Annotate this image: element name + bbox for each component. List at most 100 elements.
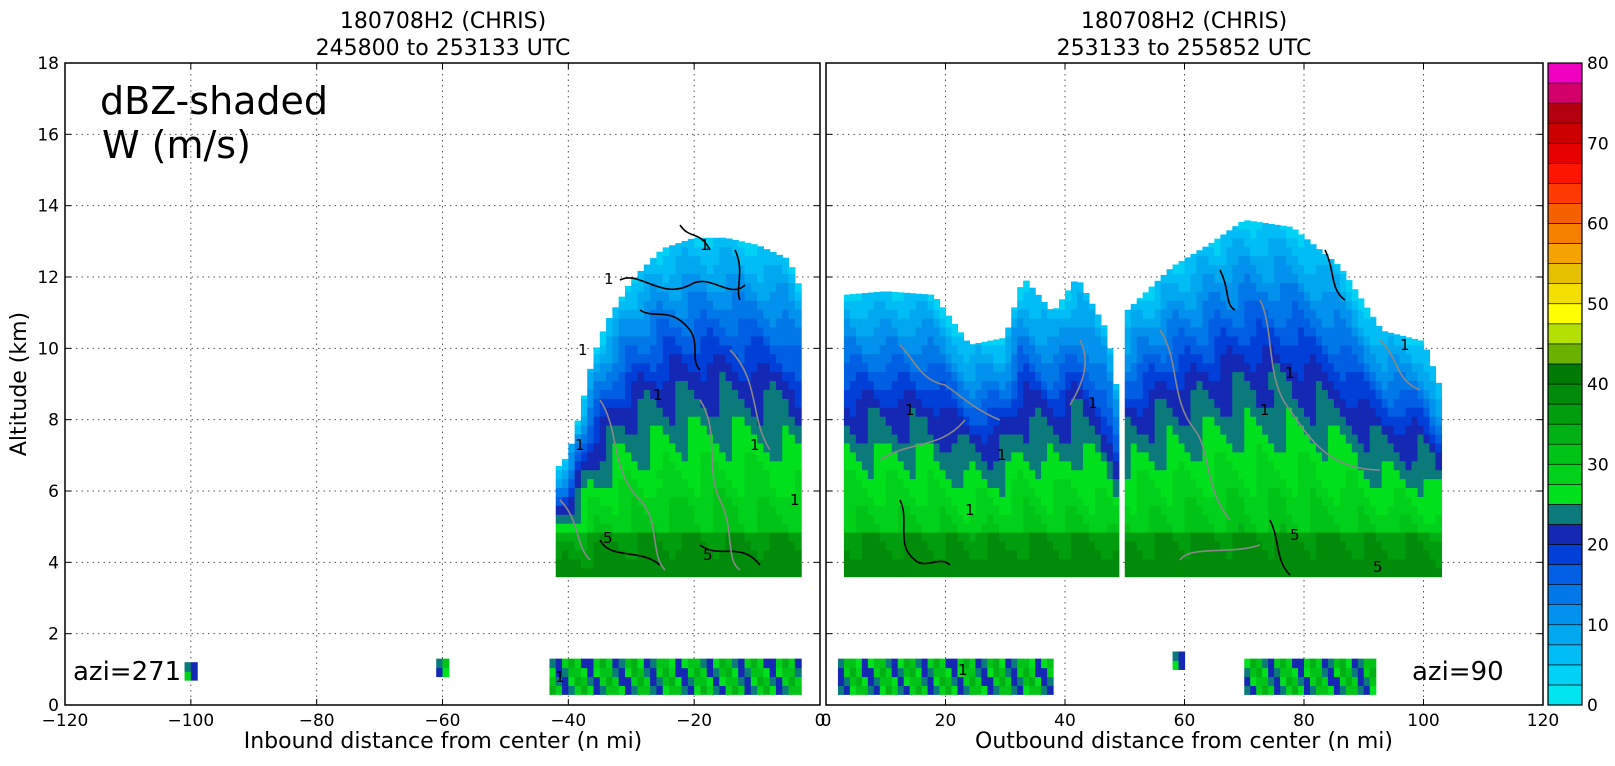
reflectivity-cell	[1334, 532, 1341, 542]
reflectivity-cell	[910, 452, 917, 462]
reflectivity-cell	[1035, 380, 1042, 390]
reflectivity-cell	[631, 291, 638, 301]
reflectivity-cell	[1155, 559, 1162, 569]
reflectivity-cell	[969, 443, 976, 453]
reflectivity-cell	[789, 559, 796, 569]
low-level-echo-cell	[1322, 685, 1329, 695]
reflectivity-cell	[1232, 425, 1239, 435]
reflectivity-cell	[934, 300, 941, 310]
reflectivity-cell	[844, 452, 851, 462]
reflectivity-cell	[700, 532, 707, 542]
reflectivity-cell	[856, 407, 863, 417]
reflectivity-cell	[606, 470, 613, 480]
reflectivity-cell	[656, 363, 663, 373]
low-level-echo-cell	[568, 668, 575, 678]
reflectivity-cell	[1137, 479, 1144, 489]
reflectivity-cell	[688, 541, 695, 551]
reflectivity-cell	[669, 407, 676, 417]
reflectivity-cell	[732, 541, 739, 551]
reflectivity-cell	[862, 327, 869, 337]
reflectivity-cell	[981, 496, 988, 506]
reflectivity-cell	[700, 443, 707, 453]
reflectivity-cell	[1328, 416, 1335, 426]
reflectivity-cell	[1226, 470, 1233, 480]
reflectivity-cell	[700, 452, 707, 462]
reflectivity-cell	[1065, 354, 1072, 364]
reflectivity-cell	[874, 389, 881, 399]
reflectivity-cell	[656, 505, 663, 515]
reflectivity-cell	[1286, 461, 1293, 471]
reflectivity-cell	[1041, 425, 1048, 435]
reflectivity-cell	[1047, 327, 1054, 337]
low-level-echo-cell	[1334, 668, 1341, 678]
reflectivity-cell	[663, 345, 670, 355]
reflectivity-cell	[892, 416, 899, 426]
reflectivity-cell	[940, 407, 947, 417]
reflectivity-cell	[999, 514, 1006, 524]
reflectivity-cell	[669, 291, 676, 301]
reflectivity-cell	[1238, 336, 1245, 346]
low-level-echo-cell	[999, 659, 1006, 669]
reflectivity-cell	[1220, 327, 1227, 337]
reflectivity-cell	[1047, 363, 1054, 373]
low-level-echo-cell	[594, 685, 601, 695]
reflectivity-cell	[1137, 550, 1144, 560]
low-level-echo-cell	[568, 659, 575, 669]
reflectivity-cell	[1322, 327, 1329, 337]
reflectivity-cell	[1274, 487, 1281, 497]
reflectivity-cell	[844, 327, 851, 337]
reflectivity-cell	[682, 470, 689, 480]
reflectivity-cell	[1107, 348, 1114, 354]
reflectivity-cell	[1208, 559, 1215, 569]
reflectivity-cell	[631, 461, 638, 471]
reflectivity-cell	[776, 568, 783, 578]
low-level-echo-cell	[1173, 652, 1180, 662]
reflectivity-cell	[1089, 363, 1096, 373]
reflectivity-cell	[1185, 354, 1192, 364]
reflectivity-cell	[928, 380, 935, 390]
reflectivity-cell	[1429, 523, 1436, 533]
reflectivity-cell	[644, 345, 651, 355]
low-level-echo-cell	[1005, 659, 1012, 669]
reflectivity-cell	[1017, 434, 1024, 444]
reflectivity-cell	[844, 300, 851, 310]
reflectivity-cell	[1400, 514, 1407, 524]
reflectivity-cell	[1137, 425, 1144, 435]
reflectivity-cell	[940, 345, 947, 355]
reflectivity-cell	[1322, 487, 1329, 497]
right-reflectivity-field	[838, 220, 1442, 695]
reflectivity-cell	[751, 265, 758, 275]
reflectivity-cell	[1376, 326, 1383, 328]
reflectivity-cell	[776, 398, 783, 408]
reflectivity-cell	[1322, 407, 1329, 417]
low-level-echo-cell	[1274, 685, 1281, 695]
reflectivity-cell	[993, 398, 1000, 408]
reflectivity-cell	[1310, 309, 1317, 319]
reflectivity-cell	[776, 389, 783, 399]
reflectivity-cell	[675, 327, 682, 337]
reflectivity-cell	[738, 479, 745, 489]
reflectivity-cell	[688, 265, 695, 275]
reflectivity-cell	[1107, 443, 1114, 453]
reflectivity-cell	[1101, 514, 1108, 524]
reflectivity-cell	[669, 398, 676, 408]
reflectivity-cell	[1167, 407, 1174, 417]
reflectivity-cell	[922, 389, 929, 399]
reflectivity-cell	[656, 514, 663, 524]
reflectivity-cell	[1334, 407, 1341, 417]
reflectivity-cell	[1370, 318, 1377, 328]
reflectivity-cell	[1370, 425, 1377, 435]
reflectivity-cell	[1011, 416, 1018, 426]
reflectivity-cell	[1238, 470, 1245, 480]
reflectivity-cell	[1340, 559, 1347, 569]
reflectivity-cell	[898, 452, 905, 462]
reflectivity-cell	[1107, 479, 1114, 489]
reflectivity-cell	[789, 300, 796, 310]
reflectivity-cell	[1376, 487, 1383, 497]
reflectivity-cell	[770, 523, 777, 533]
reflectivity-cell	[1023, 550, 1030, 560]
reflectivity-cell	[625, 300, 632, 310]
reflectivity-cell	[789, 479, 796, 489]
reflectivity-cell	[745, 282, 752, 292]
low-level-echo-cell	[981, 685, 988, 695]
